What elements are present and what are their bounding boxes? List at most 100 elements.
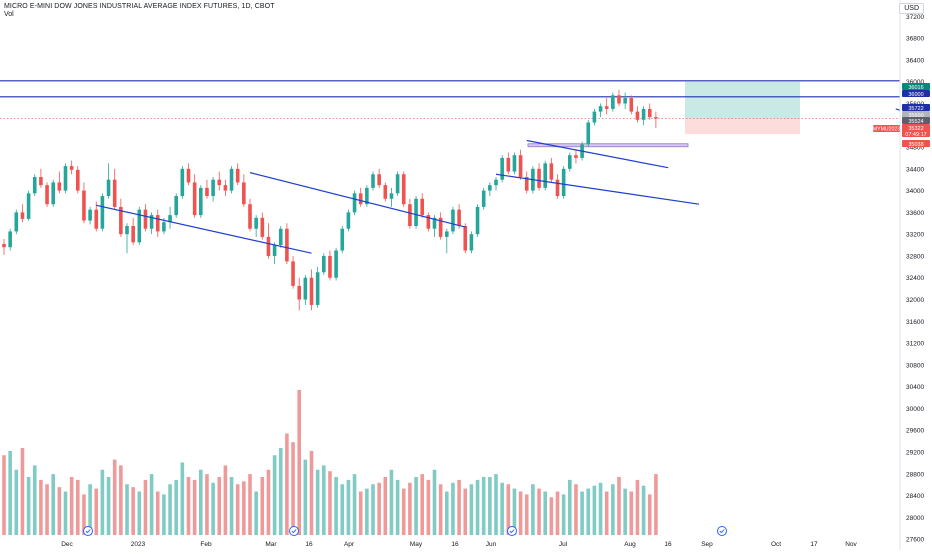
volume-bar bbox=[494, 474, 498, 535]
volume-bar bbox=[611, 484, 615, 535]
candle-body bbox=[340, 228, 345, 251]
volume-bar bbox=[205, 474, 209, 535]
candle-body bbox=[383, 185, 388, 199]
volume-bar bbox=[500, 482, 504, 535]
y-tick-label: 32000 bbox=[906, 297, 924, 304]
volume-bar bbox=[285, 433, 289, 535]
volume-bar bbox=[334, 477, 338, 535]
candle-body bbox=[395, 174, 400, 194]
y-tick-label: 33600 bbox=[906, 210, 924, 217]
y-tick-label: 28400 bbox=[906, 493, 924, 500]
candle-body bbox=[445, 231, 449, 237]
volume-bar bbox=[328, 471, 332, 535]
volume-bar bbox=[537, 488, 541, 535]
y-tick-label: 28000 bbox=[906, 515, 924, 522]
candle-body bbox=[346, 212, 351, 229]
price-label-bg bbox=[902, 117, 930, 124]
volume-bar bbox=[254, 491, 258, 535]
volume-bar bbox=[623, 488, 627, 535]
candle-body bbox=[149, 215, 154, 229]
volume-bar bbox=[426, 479, 431, 535]
candle-body bbox=[358, 193, 363, 205]
candle-body bbox=[432, 217, 437, 229]
volume-bar bbox=[217, 477, 222, 535]
candle-body bbox=[518, 155, 523, 177]
candle-body bbox=[401, 174, 406, 205]
channel-line bbox=[526, 139, 669, 169]
volume-bar bbox=[266, 469, 271, 535]
candle-body bbox=[266, 236, 271, 256]
volume-bar bbox=[2, 455, 6, 535]
volume-bar bbox=[451, 482, 455, 535]
volume-bar bbox=[69, 477, 74, 535]
candle-body bbox=[199, 187, 203, 216]
volume-bar bbox=[162, 494, 166, 535]
candle-body bbox=[647, 108, 652, 118]
volume-bar bbox=[278, 448, 283, 535]
volume-bar bbox=[647, 494, 652, 535]
candle-body bbox=[100, 196, 105, 229]
symbol-tag: MYMU2023 bbox=[873, 127, 901, 133]
candle-body bbox=[131, 225, 135, 243]
volume-bar bbox=[180, 462, 185, 535]
y-tick-label: 30000 bbox=[906, 406, 924, 413]
y-tick-label: 31200 bbox=[906, 341, 924, 348]
volume-bar bbox=[57, 487, 62, 535]
volume-bar bbox=[211, 482, 215, 535]
x-tick-label: Aug bbox=[624, 541, 636, 548]
x-tick-label: 2023 bbox=[131, 541, 146, 548]
volume-bar bbox=[63, 491, 68, 535]
volume-bar bbox=[549, 497, 554, 535]
volume-bar bbox=[383, 477, 388, 535]
candle-body bbox=[260, 217, 265, 237]
volume-bar bbox=[32, 465, 37, 535]
candle-body bbox=[211, 179, 215, 197]
candle-body bbox=[69, 166, 74, 170]
candle-body bbox=[389, 193, 394, 199]
volume-bar bbox=[463, 488, 468, 535]
candle-body bbox=[32, 176, 37, 194]
volume-bar bbox=[168, 484, 172, 535]
volume-bar bbox=[488, 477, 492, 535]
candle-body bbox=[635, 111, 640, 120]
candle-body bbox=[297, 285, 301, 300]
volume-bar bbox=[272, 455, 277, 535]
candle-body bbox=[408, 204, 412, 226]
candle-body bbox=[481, 190, 486, 207]
volume-bar bbox=[242, 481, 246, 535]
candle-body bbox=[119, 206, 123, 235]
stop-zone bbox=[685, 118, 800, 135]
volume-bar bbox=[420, 474, 424, 535]
volume-bar bbox=[297, 390, 301, 535]
candle-body bbox=[217, 179, 222, 186]
volume-label: Vol bbox=[4, 11, 14, 18]
candle-body bbox=[549, 163, 554, 180]
volume-bar bbox=[14, 469, 19, 535]
candle-body bbox=[561, 168, 566, 197]
candle-body bbox=[414, 198, 418, 226]
price-label-bg bbox=[902, 104, 930, 111]
price-label: 36016 bbox=[908, 85, 923, 91]
target-zone bbox=[685, 81, 800, 119]
event-marker-icon bbox=[83, 526, 93, 536]
volume-bar bbox=[137, 491, 142, 535]
event-marker-glyph bbox=[719, 529, 725, 534]
candle-body bbox=[168, 215, 172, 223]
candle-body bbox=[611, 95, 615, 109]
volume-bar bbox=[88, 484, 92, 535]
volume-bar bbox=[100, 469, 105, 535]
volume-bar bbox=[395, 479, 400, 535]
currency-selector[interactable]: USD bbox=[899, 3, 924, 14]
candle-body bbox=[112, 179, 117, 207]
candle-body bbox=[205, 187, 209, 197]
volume-bar bbox=[112, 459, 117, 535]
candle-body bbox=[537, 168, 541, 188]
volume-bar bbox=[524, 494, 529, 535]
candle-body bbox=[285, 228, 289, 262]
price-label-bg bbox=[902, 90, 930, 97]
volume-bar bbox=[309, 450, 314, 535]
x-tick-label: Feb bbox=[200, 541, 212, 548]
candle-body bbox=[506, 157, 511, 172]
